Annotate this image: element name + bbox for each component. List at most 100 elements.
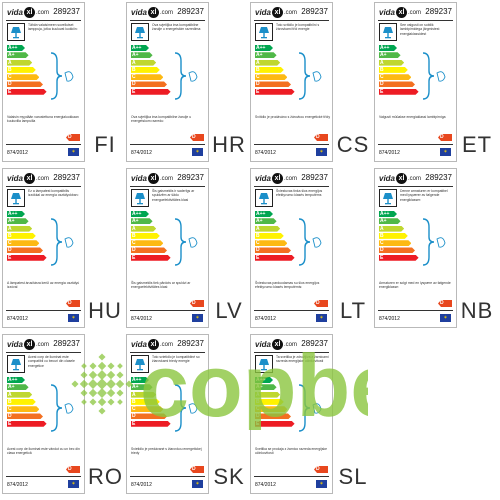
watermark-dot: [116, 389, 124, 397]
divider: [378, 186, 453, 187]
energy-bar-c: C: [7, 74, 39, 80]
rating-arrow: D: [190, 134, 204, 141]
watermark-dot: [116, 371, 124, 379]
bracket-bulb-icon: [421, 217, 451, 267]
energy-bar-app: A++: [131, 211, 149, 217]
eu-flag-icon: ✶: [192, 148, 203, 156]
sold-with-text: Svetilka se prodaja z žarnico razreda en…: [255, 447, 327, 456]
energy-bar-app: A++: [255, 45, 273, 51]
product-code: 289237: [177, 7, 204, 16]
energy-bar-app: A++: [255, 377, 273, 383]
energy-bar-d: D: [131, 413, 167, 419]
regulation-number: 874/2012: [131, 316, 152, 322]
divider: [6, 310, 81, 311]
energy-bar-c: C: [255, 240, 287, 246]
energy-bar-e: E: [379, 255, 419, 261]
rating-arrow: D: [438, 134, 452, 141]
lamp-icon: [7, 189, 25, 207]
compatibility-text: Šis gaismeklis ir saderīgs ar spuldzēm a…: [152, 189, 195, 202]
rating-arrow: D: [190, 466, 204, 473]
energy-bar-a: A: [255, 60, 280, 66]
divider: [378, 144, 453, 145]
energy-bar-b: B: [131, 67, 160, 73]
regulation-number: 874/2012: [7, 316, 28, 322]
brand-text-left: vida: [255, 174, 272, 183]
watermark-dot: [97, 388, 107, 398]
brand-logo: vida xl .com: [7, 6, 49, 19]
brand-text-left: vida: [379, 174, 396, 183]
brand-text-right: .com: [36, 175, 50, 182]
watermark-dot: [89, 362, 97, 370]
energy-scale: A++ A+ A B C D E: [131, 211, 175, 262]
energy-bar-ap: A+: [131, 384, 153, 390]
energy-bar-b: B: [255, 399, 284, 405]
divider: [130, 20, 205, 21]
energy-bar-app: A++: [131, 45, 149, 51]
energy-bar-b: B: [379, 233, 408, 239]
divider: [6, 476, 81, 477]
energy-label-fi: vida xl .com 289237 Tähän valaisimeen sovell…: [0, 0, 124, 166]
energy-bar-c: C: [131, 406, 163, 412]
energy-bar-e: E: [255, 89, 295, 95]
brand-mark: xl: [24, 173, 36, 184]
energy-bar-b: B: [379, 67, 408, 73]
eu-flag-icon: ✶: [316, 314, 327, 322]
watermark-dot: [97, 397, 107, 407]
language-code: HR: [212, 132, 246, 157]
regulation-number: 874/2012: [255, 482, 276, 488]
sold-with-text: Ova svjetiljka ima kompatibilne žarulje …: [131, 115, 192, 124]
bracket-bulb-icon: [173, 217, 203, 267]
compatibility-text: Ez a lámpatest kompatibilis izzókkal az …: [28, 189, 79, 198]
energy-label-sl: vida xl .com 289237 Ta svetilka je združljiv…: [248, 332, 372, 498]
compatibility-text: Tähän valaisimeen sovellutset lamppuja, …: [28, 23, 78, 32]
energy-bar-d: D: [255, 247, 291, 253]
energy-label-hu: vida xl .com 289237 Ez a lámpatest kompatibi…: [0, 166, 124, 332]
lamp-icon: [131, 189, 149, 207]
watermark-dot: [96, 378, 108, 390]
watermark-dot: [80, 371, 88, 379]
watermark-dot: [89, 398, 97, 406]
language-code: NB: [460, 298, 494, 323]
energy-bar-app: A++: [255, 211, 273, 217]
brand-text-right: .com: [160, 341, 174, 348]
energy-scale: A++ A+ A B C D E: [379, 211, 423, 262]
brand-text-right: .com: [408, 175, 422, 182]
energy-bar-ap: A+: [7, 384, 29, 390]
brand-text-right: .com: [160, 9, 174, 16]
divider: [6, 144, 81, 145]
language-code: FI: [94, 132, 116, 157]
energy-scale: A++ A+ A B C D E: [255, 377, 299, 428]
compatibility-text: Toto svítidlo je kompatibilní s žárovkam…: [276, 23, 320, 32]
watermark-text: copbé: [140, 338, 368, 430]
energy-label-cs: vida xl .com 289237 Toto svítidlo je kompati…: [248, 0, 372, 166]
lamp-icon: [255, 189, 273, 207]
energy-bar-ap: A+: [255, 52, 277, 58]
energy-scale: A++ A+ A B C D E: [255, 45, 299, 96]
energy-bar-e: E: [255, 421, 295, 427]
energy-bar-app: A++: [379, 211, 397, 217]
brand-mark: xl: [148, 173, 160, 184]
compatibility-text: Denne armaturen er kompatibel med lyspær…: [400, 189, 448, 202]
compatibility-text: Šviestuvas tinka šios energijos efektyvu…: [276, 189, 323, 198]
label-card: vida xl .com 289237 Ta svetilka je združljiv…: [250, 334, 333, 494]
label-card: vida xl .com 289237 See valgusti on sobilik …: [374, 2, 457, 162]
divider: [130, 476, 205, 477]
divider: [130, 144, 205, 145]
energy-bar-c: C: [379, 74, 411, 80]
eu-flag-icon: ✶: [316, 480, 327, 488]
energy-bar-d: D: [7, 81, 43, 87]
energy-bar-ap: A+: [131, 52, 153, 58]
energy-bar-b: B: [255, 233, 284, 239]
brand-text-left: vida: [131, 8, 148, 17]
bracket-bulb-icon: [173, 383, 203, 433]
brand-mark: xl: [272, 7, 284, 18]
watermark-dot: [81, 363, 87, 369]
brand-logo: vida xl .com: [379, 172, 421, 185]
watermark-dot: [106, 370, 116, 380]
label-card: vida xl .com 289237 Ova svjetiljka ima kompa…: [126, 2, 209, 162]
energy-bar-c: C: [255, 74, 287, 80]
label-card: vida xl .com 289237 Tähän valaisimeen sovell…: [2, 2, 85, 162]
energy-bar-b: B: [7, 399, 36, 405]
lamp-icon: [131, 355, 149, 373]
compatibility-text: Acest corp de iluminat este compatibil c…: [28, 355, 75, 368]
